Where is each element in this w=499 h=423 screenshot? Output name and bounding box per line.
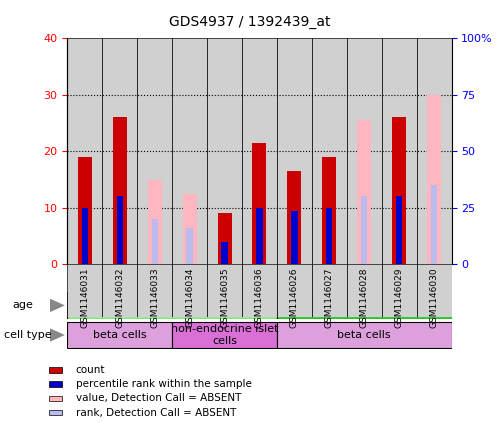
Bar	[291, 211, 297, 264]
Text: age: age	[12, 300, 33, 310]
Bar	[382, 264, 417, 317]
Bar	[312, 264, 347, 317]
Bar	[137, 38, 172, 264]
Bar	[252, 143, 266, 264]
Bar	[322, 157, 336, 264]
Text: GSM1146029: GSM1146029	[395, 267, 404, 327]
Text: GDS4937 / 1392439_at: GDS4937 / 1392439_at	[169, 15, 330, 29]
Bar	[396, 197, 402, 264]
Bar	[102, 38, 137, 264]
Text: GSM1146034: GSM1146034	[185, 267, 194, 327]
Bar	[357, 120, 371, 264]
Bar	[277, 292, 452, 319]
Bar	[277, 322, 452, 349]
Bar	[222, 242, 228, 264]
Bar	[187, 228, 193, 264]
Bar	[183, 194, 197, 264]
Bar	[207, 264, 242, 317]
Bar	[312, 38, 347, 264]
Bar	[417, 38, 452, 264]
Bar	[49, 410, 62, 415]
Bar	[326, 208, 332, 264]
Bar	[102, 264, 137, 317]
Bar	[172, 38, 207, 264]
Bar	[382, 38, 417, 264]
Text: GSM1146026: GSM1146026	[290, 267, 299, 327]
Bar	[148, 179, 162, 264]
Bar	[152, 219, 158, 264]
Bar	[218, 214, 232, 264]
Bar	[49, 396, 62, 401]
Bar	[417, 264, 452, 317]
Bar	[347, 264, 382, 317]
Bar	[242, 264, 277, 317]
Bar	[347, 38, 382, 264]
Polygon shape	[50, 299, 65, 312]
Bar	[82, 208, 88, 264]
Text: GSM1146030: GSM1146030	[430, 267, 439, 328]
Polygon shape	[50, 328, 65, 342]
Bar	[277, 264, 312, 317]
Bar	[137, 264, 172, 317]
Bar	[49, 382, 62, 387]
Text: non-endocrine islet
cells: non-endocrine islet cells	[171, 324, 278, 346]
Text: rank, Detection Call = ABSENT: rank, Detection Call = ABSENT	[76, 407, 236, 418]
Text: beta cells: beta cells	[93, 330, 147, 340]
Bar	[242, 38, 277, 264]
Text: GSM1146036: GSM1146036	[255, 267, 264, 328]
Bar	[256, 208, 262, 264]
Bar	[172, 322, 277, 349]
Bar	[49, 367, 62, 373]
Bar	[207, 38, 242, 264]
Bar	[392, 117, 406, 264]
Text: GSM1146035: GSM1146035	[220, 267, 229, 328]
Bar	[287, 171, 301, 264]
Text: GSM1146027: GSM1146027	[325, 267, 334, 327]
Bar	[117, 197, 123, 264]
Bar	[113, 117, 127, 264]
Text: cell type: cell type	[4, 330, 51, 340]
Bar	[431, 185, 437, 264]
Bar	[361, 197, 367, 264]
Text: GSM1146032: GSM1146032	[115, 267, 124, 327]
Bar	[172, 264, 207, 317]
Bar	[67, 292, 277, 319]
Bar	[427, 95, 441, 264]
Text: 10 week adult: 10 week adult	[325, 301, 404, 310]
Text: 2-3 day neonate: 2-3 day neonate	[126, 301, 218, 310]
Text: GSM1146033: GSM1146033	[150, 267, 159, 328]
Bar	[67, 264, 102, 317]
Text: GSM1146031: GSM1146031	[80, 267, 89, 328]
Bar	[78, 157, 92, 264]
Text: value, Detection Call = ABSENT: value, Detection Call = ABSENT	[76, 393, 241, 404]
Bar	[67, 38, 102, 264]
Text: count: count	[76, 365, 105, 375]
Text: percentile rank within the sample: percentile rank within the sample	[76, 379, 251, 389]
Bar	[277, 38, 312, 264]
Text: GSM1146028: GSM1146028	[360, 267, 369, 327]
Text: beta cells: beta cells	[337, 330, 391, 340]
Bar	[67, 322, 172, 349]
